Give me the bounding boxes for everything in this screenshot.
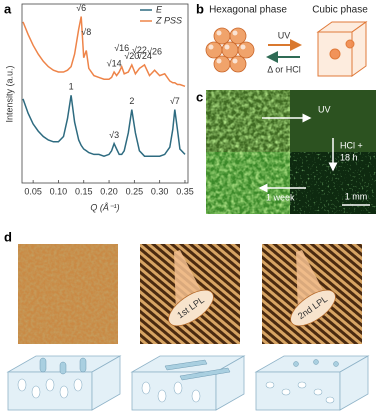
x-tick-label: 0.35 xyxy=(176,186,194,196)
panel-label: c xyxy=(196,89,203,104)
x-tick-label: 0.05 xyxy=(24,186,42,196)
peak-label: √16 xyxy=(114,43,129,53)
peak-label: √26 xyxy=(147,47,162,57)
x-tick-label: 0.25 xyxy=(126,186,144,196)
panel-d: d 1st LPL 2nd LPL xyxy=(4,229,370,411)
panel-label: b xyxy=(196,1,204,16)
peak-label: √8 xyxy=(81,27,91,37)
y-axis-label: Intensity (a.u.) xyxy=(4,65,14,122)
peak-label: √7 xyxy=(170,96,180,106)
x-tick-label: 0.30 xyxy=(151,186,169,196)
arrow-label: HCl + xyxy=(340,140,363,150)
plot-frame xyxy=(21,3,189,184)
hexagonal-bundle xyxy=(205,27,255,73)
x-axis-label: Q (Å⁻¹) xyxy=(90,202,119,212)
arrow-label: Δ or HCl xyxy=(267,64,301,74)
peak-label: √20 xyxy=(124,51,139,61)
panel-label: d xyxy=(4,229,12,244)
peak-label: √22 xyxy=(132,45,147,55)
peak-label: √6 xyxy=(76,3,86,13)
x-tick-label: 0.15 xyxy=(75,186,93,196)
peak-label: √3 xyxy=(109,130,119,140)
series-line xyxy=(22,95,186,157)
legend-label: E xyxy=(156,4,163,14)
phase-title: Cubic phase xyxy=(312,5,368,16)
scale-bar-label: 1 mm xyxy=(345,191,368,201)
x-tick-label: 0.10 xyxy=(50,186,68,196)
arrow-label: UV xyxy=(278,30,291,40)
structure-block xyxy=(6,355,370,411)
panel-b: b Hexagonal phase Cubic phase UV Δ or HC… xyxy=(196,1,368,77)
series-line xyxy=(22,16,186,88)
peak-label: 2 xyxy=(129,96,134,106)
panel-a: a Intensity (a.u.) Q (Å⁻¹) 0.05 0.10 0.15 0… xyxy=(4,1,194,212)
arrow-label: 1 week xyxy=(266,192,295,202)
x-tick-label: 0.20 xyxy=(100,186,118,196)
panel-c: c UV HCl + 18 h 1 week 1 mm xyxy=(196,89,376,214)
phase-title: Hexagonal phase xyxy=(209,5,287,16)
peak-label: √24 xyxy=(137,51,152,61)
peak-label: 1 xyxy=(69,82,74,92)
arrow-label: UV xyxy=(318,104,331,114)
legend-label: Z PSS xyxy=(155,15,182,25)
peak-label: √14 xyxy=(107,58,122,68)
lpl-beam: 1st LPL xyxy=(168,250,214,327)
cubic-cage xyxy=(316,21,368,77)
arrow-label: 18 h xyxy=(340,152,358,162)
panel-label: a xyxy=(4,1,12,16)
